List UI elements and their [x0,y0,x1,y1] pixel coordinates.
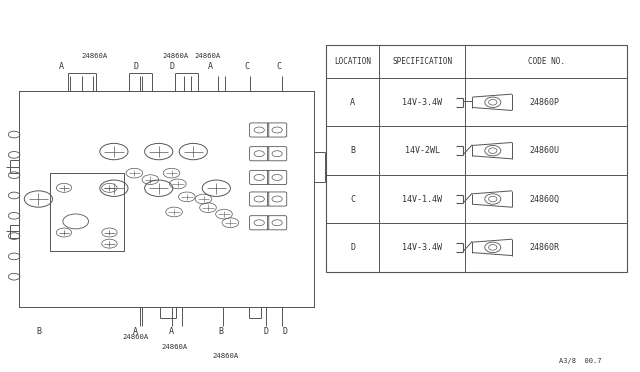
Text: 24860A: 24860A [163,53,189,59]
Text: A: A [350,98,355,107]
Text: B: B [36,327,41,336]
Text: B: B [350,146,355,155]
Text: D: D [133,62,138,71]
Text: 24860A: 24860A [161,344,188,350]
Text: 24860A: 24860A [81,53,108,59]
Text: D: D [350,243,355,252]
Text: 24860A: 24860A [122,334,149,340]
Text: C: C [350,195,355,203]
Text: 24860A: 24860A [195,53,221,59]
Text: 24860Q: 24860Q [529,195,559,203]
Text: 14V-2WL: 14V-2WL [404,146,440,155]
Text: 14V-3.4W: 14V-3.4W [402,98,442,107]
Text: CODE NO.: CODE NO. [528,57,564,66]
Text: A: A [133,327,138,336]
Text: 24860P: 24860P [529,98,559,107]
Bar [326,45,627,272]
Text: D: D [169,62,174,71]
Text: C: C [276,62,281,71]
Text: A: A [207,62,212,71]
Text: A: A [59,62,64,71]
Text: 14V-3.4W: 14V-3.4W [402,243,442,252]
Text: 14V-1.4W: 14V-1.4W [402,195,442,203]
Text: LOCATION: LOCATION [334,57,371,66]
Text: A3/8  00.7: A3/8 00.7 [559,358,602,364]
Text: 24860R: 24860R [529,243,559,252]
Text: C: C [244,62,249,71]
Text: A: A [169,327,174,336]
Text: B: B [218,327,223,336]
Text: D: D [282,327,287,336]
Bar [19,91,314,307]
Text: 24860A: 24860A [212,353,239,359]
Text: 24860U: 24860U [529,146,559,155]
Text: SPECIFICATION: SPECIFICATION [392,57,452,66]
Bar [50,173,124,251]
Text: D: D [263,327,268,336]
